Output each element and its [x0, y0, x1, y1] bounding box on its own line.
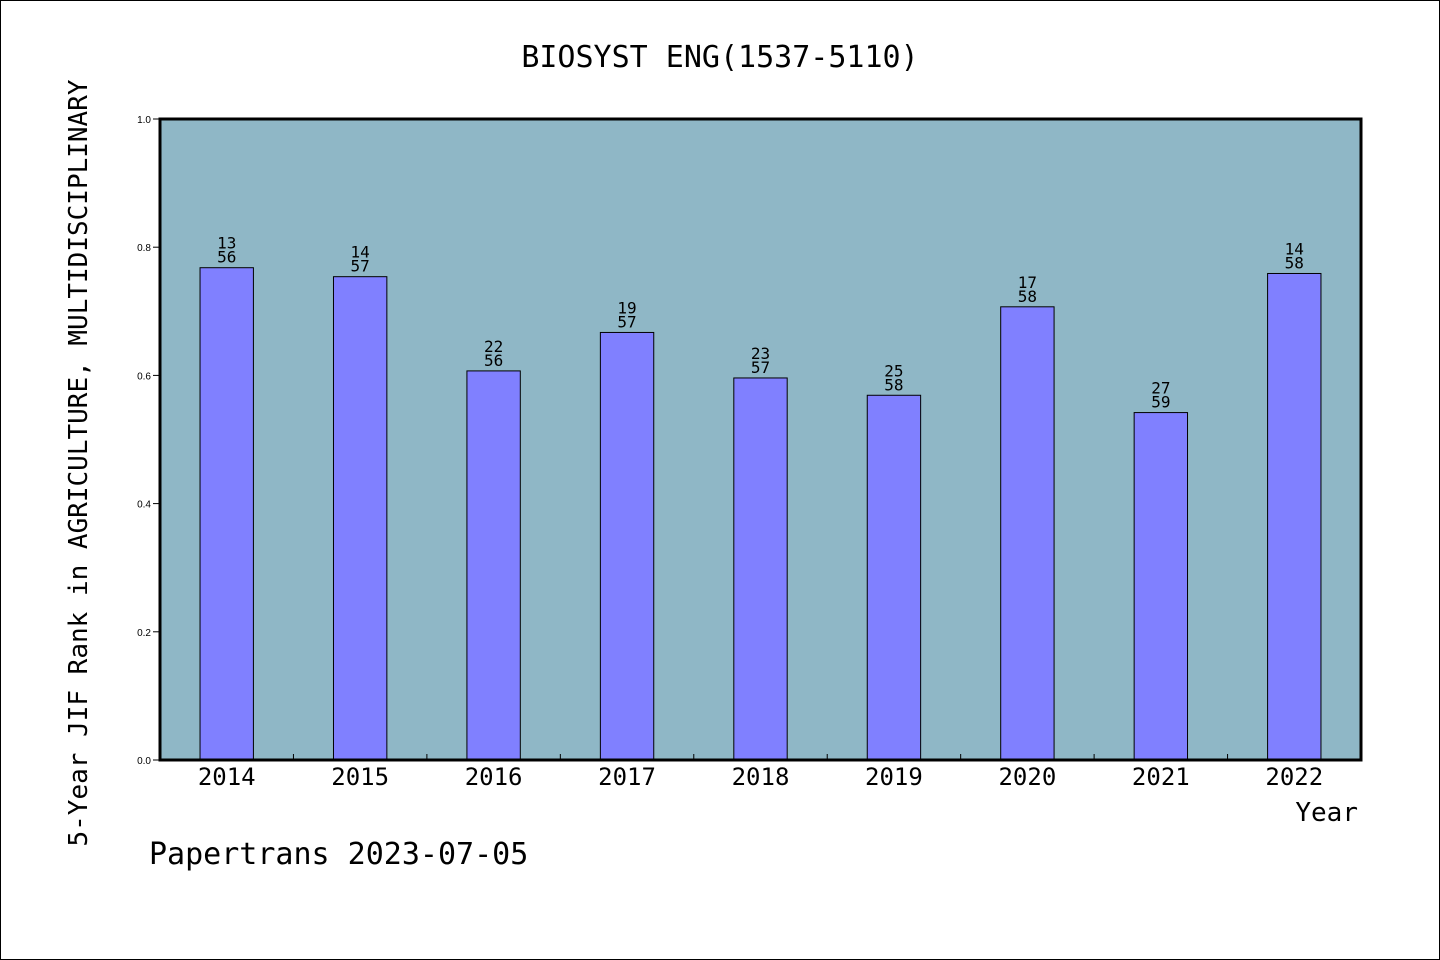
bar-2022: [1267, 272, 1322, 761]
y-tick-label: 1.0: [137, 115, 151, 126]
x-tick-label-2018: 2018: [732, 763, 790, 791]
x-tick-label-2014: 2014: [198, 763, 256, 791]
x-tick-label-2021: 2021: [1132, 763, 1190, 791]
bar-rank-label-2018: 23: [751, 344, 770, 363]
chart-title: BIOSYST ENG(1537-5110): [521, 40, 918, 75]
bar-rank-label-2020: 17: [1018, 273, 1037, 292]
bar-rank-label-2014: 13: [217, 234, 236, 253]
x-tick-label-2016: 2016: [465, 763, 523, 791]
bar-2018: [733, 377, 788, 761]
bar-total-label-2017: 57: [617, 312, 636, 331]
bar-total-label-2022: 58: [1285, 253, 1304, 272]
bar-total-label-2019: 58: [884, 375, 903, 394]
x-tick-label-2019: 2019: [865, 763, 923, 791]
bar-total-label-2021: 59: [1151, 393, 1170, 412]
footer-source: Papertrans 2023-07-05: [149, 837, 528, 872]
bar-2015: [332, 276, 388, 761]
x-axis: 2014 2015 2016 2017 2018 2019 2020 2021 2022: [198, 754, 1323, 791]
bar-2020: [1000, 306, 1055, 761]
plot-frame: [158, 117, 1363, 762]
bar-total-label-2015: 57: [351, 257, 370, 276]
bar-total-label-2016: 56: [484, 351, 503, 370]
bar-rank-label-2021: 27: [1151, 379, 1170, 398]
bar-rank-label-2022: 14: [1285, 239, 1304, 258]
x-axis-label: Year: [1295, 798, 1358, 828]
bar-rank-label-2017: 19: [617, 298, 636, 317]
x-tick-label-2020: 2020: [998, 763, 1056, 791]
bars-layer: [199, 267, 1322, 761]
x-tick-label-2022: 2022: [1265, 763, 1323, 791]
bar-rank-label-2015: 14: [351, 243, 370, 262]
bar-total-label-2020: 58: [1018, 287, 1037, 306]
y-tick-label: 0.4: [137, 500, 151, 511]
bar-2021: [1133, 412, 1189, 761]
y-axis-label: 5-Year JIF Rank in AGRICULTURE, MULTIDIS…: [64, 79, 94, 846]
bar-rank-label-2019: 25: [884, 361, 903, 380]
bar-rank-label-2016: 22: [484, 337, 503, 356]
y-tick-label: 0.0: [137, 756, 151, 767]
bar-2016: [466, 370, 521, 761]
bar-2014: [199, 267, 254, 761]
bar-total-label-2014: 56: [217, 248, 236, 267]
x-tick-label-2017: 2017: [598, 763, 656, 791]
x-tick-label-2015: 2015: [331, 763, 389, 791]
bar-2017: [599, 331, 655, 761]
y-tick-label: 0.8: [137, 243, 151, 254]
bar-2019: [866, 394, 922, 761]
bar-total-label-2018: 57: [751, 358, 770, 377]
y-tick-label: 0.2: [137, 628, 151, 639]
y-tick-label: 0.6: [137, 371, 151, 382]
y-axis: 0.0 0.2 0.4 0.6 0.8 1.0: [137, 115, 160, 767]
